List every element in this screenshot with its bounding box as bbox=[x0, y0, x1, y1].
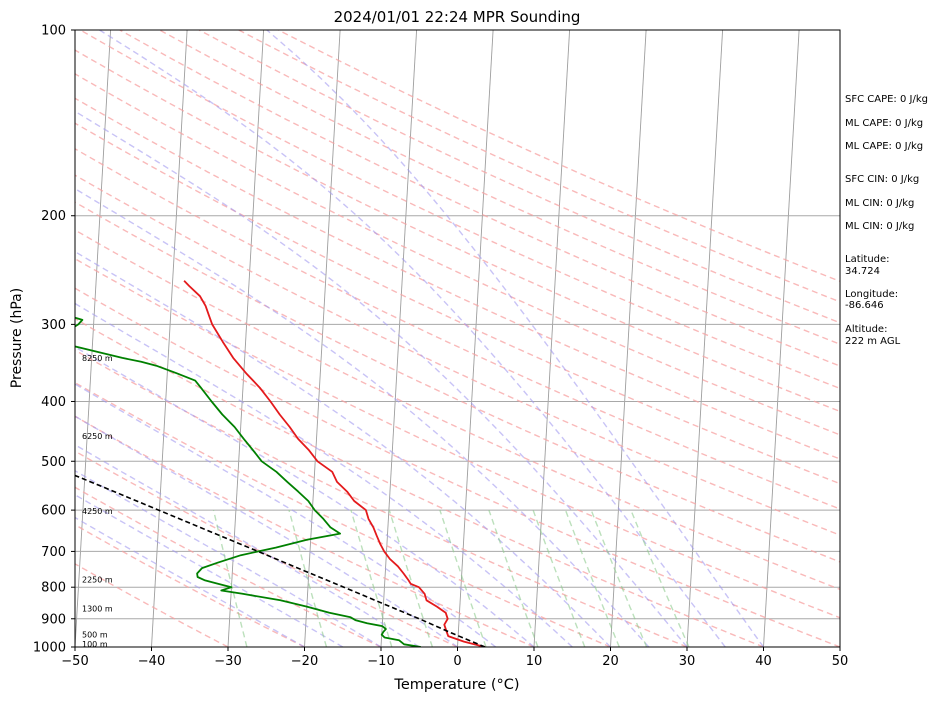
info-text: -86.646 bbox=[845, 300, 884, 311]
info-text: ML CIN: 0 J/kg bbox=[845, 198, 914, 209]
height-label: 4250 m bbox=[82, 507, 113, 516]
y-tick-label: 700 bbox=[41, 545, 66, 560]
height-label: 6250 m bbox=[82, 432, 113, 441]
y-tick-label: 400 bbox=[41, 395, 66, 410]
info-text: 34.724 bbox=[845, 266, 880, 277]
chart-title: 2024/01/01 22:24 MPR Sounding bbox=[334, 8, 581, 26]
height-label: 1300 m bbox=[82, 604, 113, 613]
info-text: SFC CAPE: 0 J/kg bbox=[845, 94, 928, 105]
info-text: ML CAPE: 0 J/kg bbox=[845, 141, 923, 152]
y-tick-label: 800 bbox=[41, 581, 66, 596]
x-tick-label: −40 bbox=[138, 654, 165, 669]
info-text: Longitude: bbox=[845, 289, 898, 300]
x-axis-label: Temperature (°C) bbox=[393, 677, 519, 693]
y-tick-label: 300 bbox=[41, 318, 66, 333]
x-tick-label: −30 bbox=[214, 654, 241, 669]
x-tick-label: −50 bbox=[61, 654, 88, 669]
info-text: ML CAPE: 0 J/kg bbox=[845, 118, 923, 129]
x-tick-label: −20 bbox=[291, 654, 318, 669]
x-tick-label: 40 bbox=[755, 654, 772, 669]
sounding-info-panel: SFC CAPE: 0 J/kg ML CAPE: 0 J/kg ML CAPE: … bbox=[845, 94, 928, 347]
y-tick-label: 100 bbox=[41, 24, 66, 39]
y-tick-label: 200 bbox=[41, 209, 66, 224]
y-tick-label: 600 bbox=[41, 504, 66, 519]
info-text: Latitude: bbox=[845, 254, 890, 265]
y-tick-label: 500 bbox=[41, 455, 66, 470]
x-tick-label: 30 bbox=[679, 654, 696, 669]
x-axis-ticks: −50 −40 −30 −20 −10 0 10 20 30 40 50 bbox=[61, 647, 848, 669]
plot-background bbox=[75, 30, 840, 647]
x-tick-label: 0 bbox=[453, 654, 461, 669]
info-text: SFC CIN: 0 J/kg bbox=[845, 174, 919, 185]
x-tick-label: 20 bbox=[602, 654, 619, 669]
height-label: 500 m bbox=[82, 631, 108, 640]
y-axis-label: Pressure (hPa) bbox=[9, 288, 25, 388]
info-text: Altitude: bbox=[845, 324, 887, 335]
info-text: ML CIN: 0 J/kg bbox=[845, 221, 914, 232]
x-tick-label: 10 bbox=[526, 654, 543, 669]
y-axis-ticks: 1000 900 800 700 600 500 400 300 200 100 bbox=[33, 24, 75, 656]
y-tick-label: 1000 bbox=[33, 641, 66, 656]
height-label: 8250 m bbox=[82, 354, 113, 363]
x-tick-label: 50 bbox=[832, 654, 849, 669]
y-tick-label: 900 bbox=[41, 612, 66, 627]
height-label: 2250 m bbox=[82, 576, 113, 585]
info-text: 222 m AGL bbox=[845, 336, 901, 347]
x-tick-label: −10 bbox=[367, 654, 394, 669]
